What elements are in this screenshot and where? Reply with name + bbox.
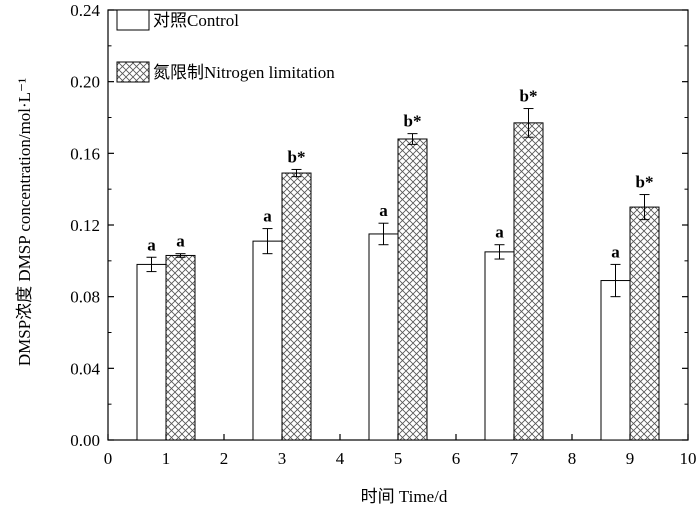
x-tick-label: 7 xyxy=(510,449,519,468)
x-tick-label: 4 xyxy=(336,449,345,468)
legend-label: 氮限制Nitrogen limitation xyxy=(153,63,335,82)
x-tick-label: 9 xyxy=(626,449,635,468)
y-tick-label: 0.08 xyxy=(70,288,100,307)
significance-label: a xyxy=(147,235,156,254)
y-axis-label: DMSP浓度 DMSP concentration/mol·L⁻¹ xyxy=(15,78,34,366)
bar-nitrogen-limitation xyxy=(165,254,196,441)
x-tick-label: 10 xyxy=(680,449,697,468)
y-tick-label: 0.00 xyxy=(70,431,100,450)
bars: a a a a a a b* b* b* b* xyxy=(136,87,660,441)
legend-label: 对照Control xyxy=(153,11,239,30)
significance-label: b* xyxy=(520,87,538,106)
significance-label: a xyxy=(176,232,185,251)
significance-label: b* xyxy=(288,147,306,166)
x-tick-label: 6 xyxy=(452,449,461,468)
significance-label: a xyxy=(495,223,504,242)
bar-control xyxy=(136,263,167,441)
y-tick-label: 0.20 xyxy=(70,73,100,92)
legend-swatch xyxy=(116,61,150,83)
significance-label: b* xyxy=(636,173,654,192)
bar-control xyxy=(600,280,631,441)
x-tick-label: 2 xyxy=(220,449,229,468)
legend: 对照Control 氮限制Nitrogen limitation xyxy=(116,9,335,83)
y-tick-label: 0.24 xyxy=(70,1,100,20)
significance-label: a xyxy=(263,207,272,226)
y-tick-label: 0.16 xyxy=(70,144,100,163)
y-axis: 0.00 0.04 0.08 0.12 0.16 0.20 0.24 xyxy=(70,1,688,450)
bar-nitrogen-limitation xyxy=(281,172,312,441)
legend-swatch xyxy=(116,9,150,31)
bar-control xyxy=(368,233,399,441)
y-tick-label: 0.04 xyxy=(70,359,100,378)
x-tick-label: 8 xyxy=(568,449,577,468)
x-axis-label: 时间 Time/d xyxy=(361,487,448,506)
x-tick-label: 0 xyxy=(104,449,113,468)
bar-nitrogen-limitation xyxy=(629,206,660,441)
bar-control xyxy=(484,251,515,441)
x-tick-label: 3 xyxy=(278,449,287,468)
significance-label: b* xyxy=(404,112,422,131)
significance-label: a xyxy=(379,201,388,220)
bar-nitrogen-limitation xyxy=(513,122,544,441)
x-tick-label: 5 xyxy=(394,449,403,468)
x-tick-label: 1 xyxy=(162,449,171,468)
bar-control xyxy=(252,240,283,441)
x-axis: 0 1 2 3 4 5 6 7 8 9 10 xyxy=(104,434,697,468)
y-tick-label: 0.12 xyxy=(70,216,100,235)
bar-nitrogen-limitation xyxy=(397,138,428,441)
significance-label: a xyxy=(611,242,620,261)
